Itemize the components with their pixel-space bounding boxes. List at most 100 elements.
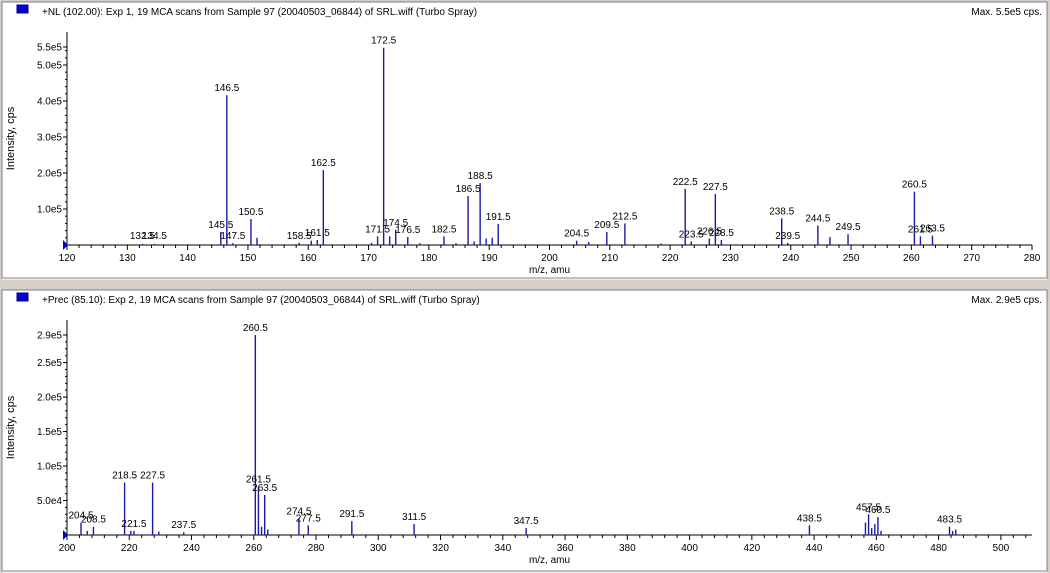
y-tick-label: 3.0e5 — [37, 133, 62, 144]
peak-label: 277.5 — [296, 513, 321, 524]
x-tick-label: 300 — [370, 543, 387, 554]
x-tick-label: 320 — [432, 543, 449, 554]
panel-frame — [1, 289, 1048, 572]
panel-frame — [1, 1, 1048, 279]
peak-label: 263.5 — [252, 483, 277, 494]
x-axis-title: m/z, amu — [529, 555, 570, 566]
x-tick-label: 270 — [963, 253, 980, 264]
x-tick-label: 200 — [541, 253, 558, 264]
peak-label: 291.5 — [339, 509, 364, 520]
peak-label: 237.5 — [171, 520, 196, 531]
peak-label: 186.5 — [456, 184, 481, 195]
peak-label: 204.5 — [564, 229, 589, 240]
peak-label: 261.5 — [246, 475, 271, 486]
x-tick-label: 170 — [360, 253, 377, 264]
peak-label: 311.5 — [402, 512, 427, 523]
x-tick-label: 150 — [240, 253, 257, 264]
peak-label: 223.5 — [679, 229, 704, 240]
peak-label: 147.5 — [220, 231, 245, 242]
peak-label: 460.5 — [865, 505, 890, 516]
peak-label: 249.5 — [836, 222, 861, 233]
baseline-marker-icon[interactable] — [63, 240, 68, 250]
y-tick-label: 5.0e5 — [37, 61, 62, 72]
chart-panel-2: +Prec (85.10): Exp 2, 19 MCA scans from … — [1, 289, 1048, 573]
max-intensity-label: Max. 2.9e5 cps. — [971, 295, 1042, 306]
peak-label: 150.5 — [238, 207, 263, 218]
x-tick-label: 340 — [494, 543, 511, 554]
x-tick-label: 260 — [903, 253, 920, 264]
panel-header: +Prec (85.10): Exp 2, 19 MCA scans from … — [42, 295, 480, 306]
x-tick-label: 250 — [843, 253, 860, 264]
x-tick-label: 200 — [59, 543, 76, 554]
peak-label: 244.5 — [805, 214, 830, 225]
peak-label: 226.5 — [697, 227, 722, 238]
y-tick-label: 2.9e5 — [37, 331, 62, 342]
legend-swatch-icon[interactable] — [16, 4, 29, 14]
y-axis-title: Intensity, cps — [5, 106, 17, 170]
peak-label: 162.5 — [311, 158, 336, 169]
x-tick-label: 480 — [930, 543, 947, 554]
x-tick-label: 220 — [121, 543, 138, 554]
peak-label: 228.5 — [709, 228, 734, 239]
x-tick-label: 380 — [619, 543, 636, 554]
peak-label: 188.5 — [468, 171, 493, 182]
peak-label: 222.5 — [673, 177, 698, 188]
peak-label: 176.5 — [395, 225, 420, 236]
peak-label: 227.5 — [703, 182, 728, 193]
x-tick-label: 190 — [481, 253, 498, 264]
peak-label: 134.5 — [142, 231, 167, 242]
baseline-marker-icon[interactable] — [63, 530, 68, 540]
peak-label: 260.5 — [243, 323, 268, 334]
peak-label: 438.5 — [797, 513, 822, 524]
x-tick-label: 160 — [300, 253, 317, 264]
peak-label: 457.5 — [856, 502, 881, 513]
chart-panel-1: +NL (102.00): Exp 1, 19 MCA scans from S… — [1, 1, 1048, 280]
peak-label: 221.5 — [121, 519, 146, 530]
peak-label: 182.5 — [431, 224, 456, 235]
peak-label: 263.5 — [920, 224, 945, 235]
x-tick-label: 400 — [681, 543, 698, 554]
x-tick-label: 360 — [557, 543, 574, 554]
x-tick-label: 180 — [421, 253, 438, 264]
x-axis-title: m/z, amu — [529, 265, 570, 276]
x-tick-label: 460 — [868, 543, 885, 554]
x-tick-label: 440 — [806, 543, 823, 554]
peak-label: 174.5 — [383, 218, 408, 229]
peak-label: 261.5 — [908, 224, 933, 235]
x-tick-label: 500 — [993, 543, 1010, 554]
y-tick-label: 1.0e5 — [37, 462, 62, 473]
legend-swatch-icon[interactable] — [16, 292, 29, 302]
peak-label: 146.5 — [214, 83, 239, 94]
x-tick-label: 210 — [601, 253, 618, 264]
x-tick-label: 280 — [308, 543, 325, 554]
peak-label: 260.5 — [902, 180, 927, 191]
x-tick-label: 230 — [722, 253, 739, 264]
peak-label: 483.5 — [937, 515, 962, 526]
peak-label: 172.5 — [371, 36, 396, 47]
x-tick-label: 240 — [183, 543, 200, 554]
y-tick-label: 1.0e5 — [37, 205, 62, 216]
y-axis-title: Intensity, cps — [5, 395, 17, 459]
x-tick-label: 240 — [782, 253, 799, 264]
x-tick-label: 140 — [179, 253, 196, 264]
peak-label: 204.5 — [68, 511, 93, 522]
peak-label: 227.5 — [140, 471, 165, 482]
x-tick-label: 130 — [119, 253, 136, 264]
peak-label: 158.5 — [287, 231, 312, 242]
y-tick-label: 5.0e4 — [37, 496, 62, 507]
x-tick-label: 260 — [245, 543, 262, 554]
y-tick-label: 5.5e5 — [37, 43, 62, 54]
peak-label: 238.5 — [769, 206, 794, 217]
peak-label: 239.5 — [775, 231, 800, 242]
peak-label: 274.5 — [286, 506, 311, 517]
x-tick-label: 220 — [662, 253, 679, 264]
panel-header: +NL (102.00): Exp 1, 19 MCA scans from S… — [42, 7, 477, 18]
peak-label: 132.5 — [130, 231, 155, 242]
y-tick-label: 1.5e5 — [37, 427, 62, 438]
peak-label: 171.5 — [365, 224, 390, 235]
max-intensity-label: Max. 5.5e5 cps. — [971, 7, 1042, 18]
peak-label: 161.5 — [305, 228, 330, 239]
peak-label: 347.5 — [514, 516, 539, 527]
peak-label: 208.5 — [81, 515, 106, 526]
